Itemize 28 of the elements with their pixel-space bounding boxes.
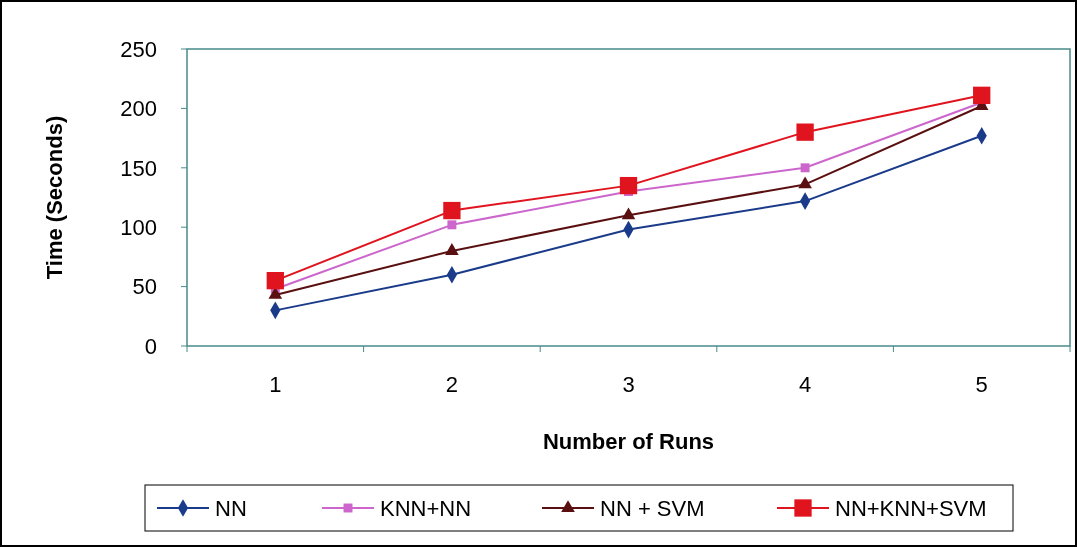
x-tick-label: 2 [445,372,459,397]
legend-label: KNN+NN [380,495,472,521]
legend-label: NN + SVM [600,495,705,521]
point [798,176,812,189]
point [973,86,991,104]
y-tick-label: 50 [132,274,157,300]
legend-label: NN [215,495,247,521]
x-tick-label: 3 [622,372,635,397]
x-tick-label: 1 [269,372,282,397]
y-tick-label: 250 [120,36,157,62]
point [619,176,638,195]
point [445,243,459,255]
x-tick-label: 5 [975,372,988,397]
legend-label: NN+KNN+SVM [835,495,987,521]
y-tick-label: 100 [120,214,157,240]
y-axis-title: Time (Seconds) [42,115,67,280]
y-tick-label: 150 [120,155,157,181]
point [800,163,810,173]
point [447,220,457,230]
x-axis-title: Number of Runs [542,429,715,454]
y-tick-label: 200 [120,96,157,122]
point [796,123,814,141]
point [621,207,636,220]
point [268,287,283,299]
x-tick-label: 4 [798,372,812,397]
point [443,201,461,220]
point [266,272,284,290]
y-tick-label: 0 [144,333,157,359]
